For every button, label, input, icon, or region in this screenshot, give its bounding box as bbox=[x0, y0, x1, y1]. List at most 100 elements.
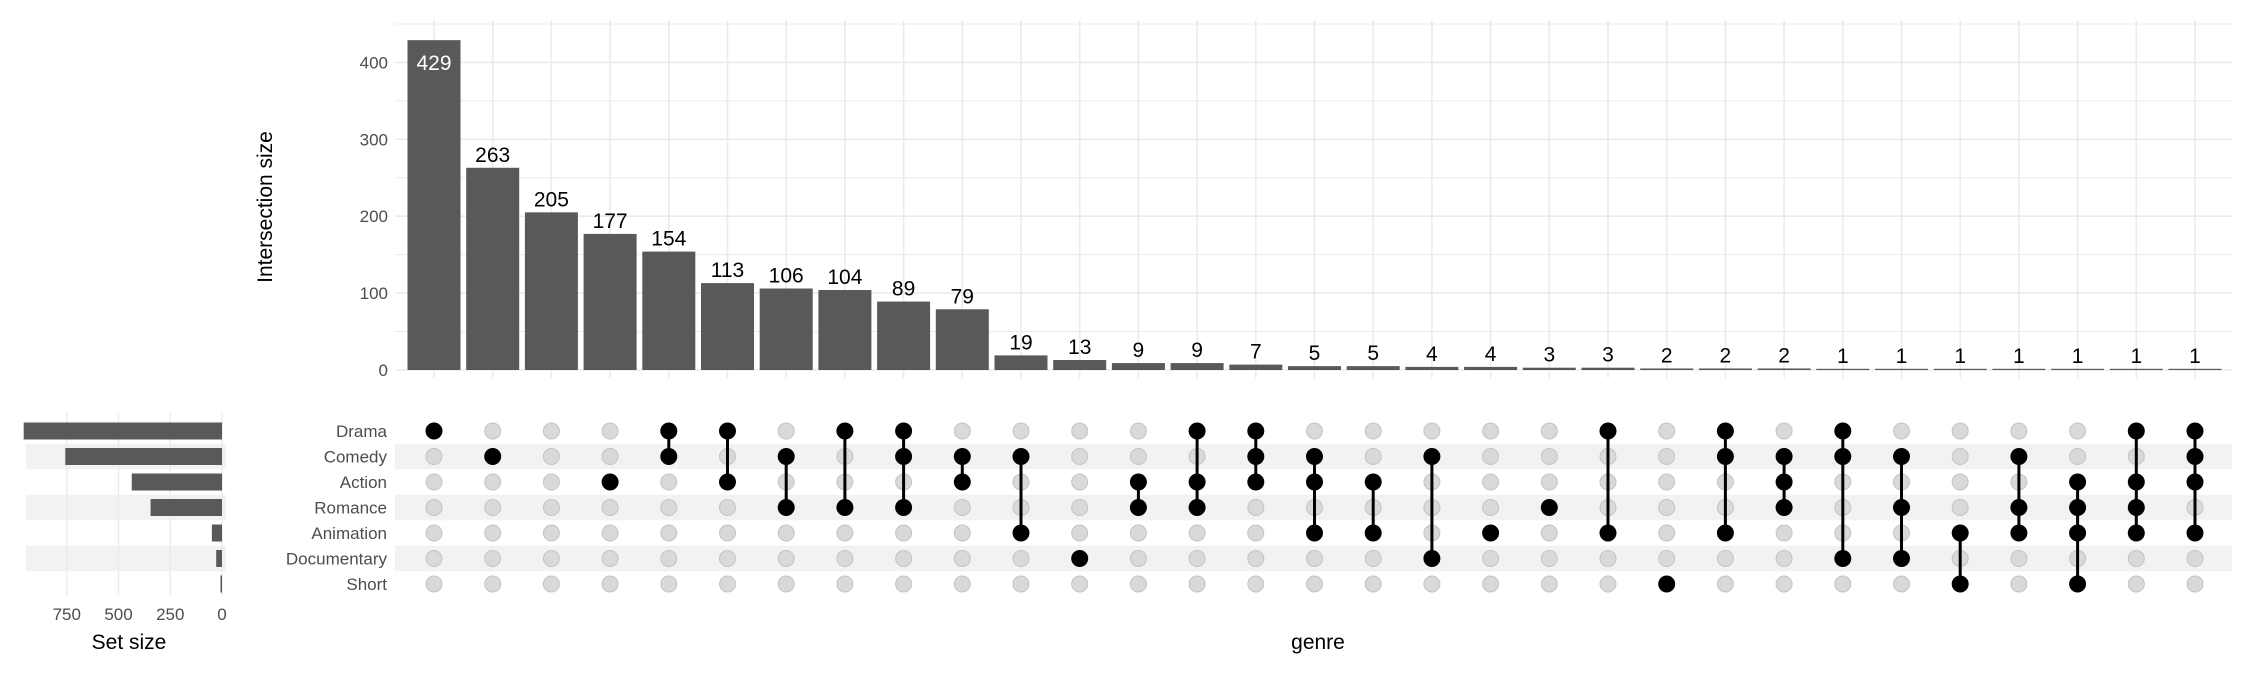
matrix-dot-filled bbox=[1834, 550, 1852, 567]
y-tick-label: 200 bbox=[360, 207, 388, 226]
matrix-dot-empty bbox=[777, 550, 795, 567]
matrix-dot-empty bbox=[1951, 448, 1969, 465]
matrix-dot-filled bbox=[1247, 473, 1265, 491]
matrix-dot-empty bbox=[2010, 550, 2028, 567]
matrix-dot-filled bbox=[719, 422, 736, 440]
matrix-dot-empty bbox=[1306, 575, 1323, 593]
matrix-dot-empty bbox=[953, 524, 971, 542]
matrix-dot-empty bbox=[660, 524, 678, 542]
matrix-dot-empty bbox=[1012, 422, 1030, 440]
matrix-dot-empty bbox=[719, 524, 736, 542]
y-tick-label: 400 bbox=[360, 53, 388, 72]
matrix-dot-filled bbox=[1071, 550, 1089, 567]
matrix-dot-empty bbox=[1540, 550, 1558, 567]
matrix-dot-filled bbox=[1129, 473, 1147, 491]
intersection-bar-label: 104 bbox=[827, 266, 862, 289]
matrix-dot-filled bbox=[1188, 422, 1206, 440]
intersection-bar-label: 79 bbox=[951, 285, 974, 308]
intersection-bar-label: 429 bbox=[416, 52, 451, 75]
matrix-dot-filled bbox=[1951, 524, 1969, 542]
intersection-bar bbox=[1229, 364, 1283, 370]
matrix-dot-empty bbox=[2069, 448, 2087, 465]
matrix-dot-filled bbox=[1306, 524, 1323, 542]
matrix-dot-empty bbox=[1658, 524, 1676, 542]
intersection-bar bbox=[759, 288, 813, 370]
matrix-dot-filled bbox=[777, 499, 795, 516]
matrix-dot-empty bbox=[1071, 575, 1089, 593]
matrix-dot-empty bbox=[542, 524, 560, 542]
intersection-bar-label: 263 bbox=[475, 144, 510, 167]
matrix-dot-filled bbox=[1716, 524, 1734, 542]
matrix-dot-filled bbox=[2069, 473, 2087, 491]
intersection-bar-label: 9 bbox=[1133, 339, 1145, 362]
matrix-dot-empty bbox=[1599, 575, 1617, 593]
matrix-dot-empty bbox=[777, 524, 795, 542]
matrix-dot-empty bbox=[484, 550, 502, 567]
y-axis-ticks: 0 100 200 300 400 bbox=[360, 53, 388, 380]
matrix-dot-empty bbox=[1658, 550, 1676, 567]
matrix-dot-empty bbox=[2010, 422, 2028, 440]
matrix-dot-empty bbox=[2069, 422, 2087, 440]
intersection-bar-label: 4 bbox=[1426, 343, 1438, 366]
matrix-dot-empty bbox=[1423, 422, 1441, 440]
matrix-dot-empty bbox=[1482, 473, 1500, 491]
matrix-dot-empty bbox=[542, 575, 560, 593]
matrix-dot-filled bbox=[1247, 448, 1265, 465]
set-size-bar bbox=[23, 422, 222, 440]
matrix-dot-empty bbox=[1716, 550, 1734, 567]
intersection-bar bbox=[1288, 366, 1341, 370]
matrix-dot-filled bbox=[2010, 448, 2028, 465]
intersection-bar bbox=[1405, 366, 1459, 370]
intersection-bar-label: 1 bbox=[2013, 345, 2025, 368]
matrix-dot-empty bbox=[719, 550, 736, 567]
intersection-bar bbox=[524, 212, 578, 370]
set-size-bar bbox=[211, 524, 222, 542]
matrix-dot-empty bbox=[1306, 550, 1323, 567]
matrix-dot-empty bbox=[1129, 448, 1147, 465]
intersection-bar bbox=[1875, 368, 1928, 370]
matrix-dot-filled bbox=[836, 422, 854, 440]
matrix-dot-empty bbox=[1482, 575, 1500, 593]
set-size-bar bbox=[150, 499, 222, 516]
intersection-bars bbox=[407, 40, 2222, 370]
intersection-bar bbox=[1757, 368, 1811, 370]
intersection-bar bbox=[407, 40, 461, 370]
matrix-dot-empty bbox=[1071, 422, 1089, 440]
matrix-dot-filled bbox=[1775, 473, 1793, 491]
matrix-dot-filled bbox=[2127, 422, 2145, 440]
matrix-dot-empty bbox=[1540, 448, 1558, 465]
matrix-dot-empty bbox=[895, 575, 913, 593]
matrix-dot-empty bbox=[542, 499, 560, 516]
y-axis-title: Intersection size bbox=[254, 131, 277, 283]
matrix-dot-empty bbox=[425, 499, 443, 516]
set-size-bar bbox=[220, 575, 222, 593]
matrix-dot-filled bbox=[484, 448, 502, 465]
matrix-dot-filled bbox=[2010, 499, 2028, 516]
intersection-bar-label: 7 bbox=[1250, 341, 1262, 364]
matrix-dot-empty bbox=[1129, 422, 1147, 440]
matrix-dot-empty bbox=[601, 524, 619, 542]
matrix-dot-filled bbox=[2069, 499, 2087, 516]
matrix-dot-filled bbox=[2186, 473, 2204, 491]
matrix-dot-empty bbox=[1658, 422, 1676, 440]
matrix-dot-empty bbox=[542, 422, 560, 440]
matrix-dot-empty bbox=[484, 575, 502, 593]
intersection-bar-label: 154 bbox=[651, 228, 686, 251]
matrix-dot-empty bbox=[953, 499, 971, 516]
intersection-bar bbox=[2168, 368, 2222, 370]
matrix-dot-empty bbox=[2127, 575, 2145, 593]
intersection-bar bbox=[1170, 363, 1224, 370]
intersection-bar bbox=[1933, 368, 1987, 370]
intersection-bar bbox=[994, 355, 1048, 370]
matrix-dot-empty bbox=[1775, 524, 1793, 542]
matrix-dot-empty bbox=[1188, 550, 1206, 567]
intersection-bar bbox=[1464, 366, 1518, 370]
intersection-bar bbox=[1698, 368, 1752, 370]
intersection-bar bbox=[818, 290, 872, 370]
matrix-dot-empty bbox=[2127, 550, 2145, 567]
matrix-dot-filled bbox=[1716, 448, 1734, 465]
intersection-bar-label: 113 bbox=[711, 259, 744, 282]
set-label: Drama bbox=[336, 422, 388, 441]
intersection-bar-label: 1 bbox=[1896, 345, 1908, 368]
